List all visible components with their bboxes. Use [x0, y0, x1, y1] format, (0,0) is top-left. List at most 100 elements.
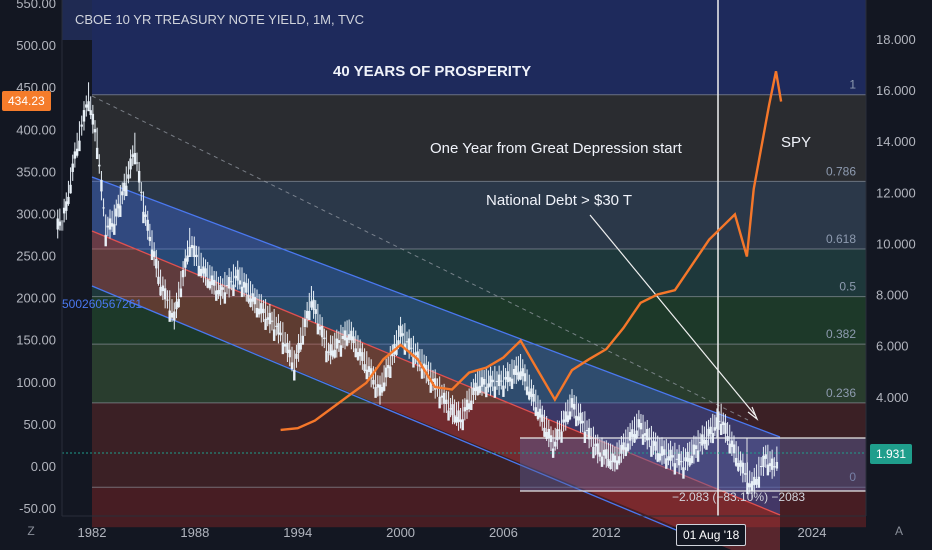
yield-candle-body: [692, 444, 696, 455]
yield-candle-body: [620, 444, 623, 454]
yield-candle-body: [547, 428, 550, 439]
yield-candle-body: [764, 454, 767, 459]
yield-candle-body: [91, 113, 95, 125]
yield-candle-body: [440, 395, 444, 398]
yield-candle-body: [163, 288, 167, 300]
yield-candle-body: [345, 337, 349, 346]
yield-candle-body: [654, 441, 657, 451]
yield-candle-body: [485, 386, 488, 398]
yield-candle-body: [530, 388, 533, 397]
chart-title: CBOE 10 YR TREASURY NOTE YIELD, 1M, TVC: [75, 12, 364, 27]
right-axis-tick: 12.000: [876, 185, 916, 200]
yield-candle-body: [536, 411, 540, 420]
fib-zone-0.236: [92, 402, 866, 488]
yield-candle-body: [637, 419, 641, 428]
yield-candle-body: [217, 290, 220, 295]
yield-candle-body: [100, 179, 103, 192]
yield-candle-body: [323, 337, 326, 340]
channel-lower-line: [91, 285, 701, 541]
yield-candle-body: [463, 407, 467, 412]
yield-candle-body: [177, 298, 180, 308]
yield-candle-body: [662, 449, 666, 455]
yield-candle-body: [476, 386, 479, 396]
yield-candle-body: [372, 379, 375, 385]
yield-candle-body: [262, 308, 265, 313]
yield-candle-body: [230, 281, 233, 283]
yield-candle-body: [204, 268, 207, 277]
yield-candle-body: [106, 225, 110, 228]
yield-candle-body: [521, 368, 524, 377]
left-axis: 550.00500.00450.00400.00350.00300.00250.…: [16, 0, 56, 516]
yield-candle-body: [602, 449, 606, 456]
yield-candle-body: [445, 399, 448, 405]
yield-candle-body: [759, 466, 763, 468]
yield-candle-body: [719, 423, 723, 436]
yield-candle-body: [447, 410, 450, 421]
left-axis-tick: 0.00: [31, 459, 56, 474]
yield-candle-body: [412, 356, 415, 368]
yield-candle-body: [268, 312, 272, 325]
yield-candle-body: [98, 164, 101, 167]
yield-candle-body: [512, 368, 516, 375]
left-axis-tick: -50.00: [19, 501, 56, 516]
yield-candle-body: [210, 275, 214, 285]
yield-candle-body: [768, 463, 772, 467]
yield-candle-body: [703, 439, 706, 444]
fib-zone-1: [92, 94, 866, 182]
yield-candle-body: [184, 258, 187, 268]
yield-candle-body: [62, 207, 66, 214]
yield-candle-body: [453, 415, 456, 423]
yield-candle-body: [566, 415, 570, 423]
yield-candle-body: [750, 481, 754, 491]
yield-candle-body: [352, 336, 355, 344]
yield-candle-body: [389, 366, 392, 378]
yield-candle-body: [470, 400, 473, 411]
yield-candle-body: [474, 382, 477, 392]
yield-candle-body: [363, 364, 366, 372]
yield-candle-body: [159, 287, 162, 296]
yield-candle-body: [579, 412, 582, 424]
yield-candle-body: [607, 458, 610, 467]
yield-candle-body: [543, 427, 546, 437]
yield-candle-body: [152, 251, 156, 257]
yield-candle-body: [327, 351, 330, 353]
yield-candle-body: [564, 411, 567, 422]
yield-candle-body: [281, 342, 285, 355]
right-axis-tick: 14.000: [876, 134, 916, 149]
right-axis-tick: 4.000: [876, 390, 909, 405]
yield-candle-body: [251, 293, 254, 302]
yield-candle-body: [69, 184, 72, 194]
yield-candle-body: [724, 423, 727, 434]
fib-zone-0.786: [92, 181, 866, 250]
yield-candle-body: [420, 368, 424, 379]
yield-candle-body: [397, 340, 400, 347]
yield-candle-body: [449, 408, 452, 410]
prosperity-band: [92, 0, 866, 95]
yield-candle-body: [506, 371, 509, 383]
yield-candle-body: [188, 246, 191, 257]
yield-candle-body: [698, 442, 702, 444]
yield-candle-body: [170, 312, 174, 318]
yield-candle-body: [343, 330, 347, 341]
yield-candle-body: [675, 458, 679, 460]
left-axis-tick: 300.00: [16, 206, 56, 221]
yield-candle-body: [121, 191, 124, 196]
yield-candle-body: [671, 455, 674, 458]
yield-candle-body: [71, 163, 74, 172]
yield-candle-body: [596, 443, 599, 455]
yield-candle-body: [775, 461, 779, 469]
left-axis-tick: 400.00: [16, 122, 56, 137]
yield-candle-body: [142, 211, 145, 224]
yield-candle-body: [168, 310, 171, 322]
yield-candle-body: [350, 330, 353, 341]
yield-candle-body: [631, 429, 634, 437]
yield-candle-body: [341, 335, 345, 339]
yield-candle-body: [538, 408, 542, 418]
yield-candle-body: [110, 223, 114, 227]
yield-candle-body: [500, 380, 503, 382]
yield-candle-body: [387, 364, 390, 369]
yield-candle-body: [117, 203, 120, 209]
crosshair-date-label: 01 Aug '18: [676, 524, 747, 546]
yield-candle-body: [56, 218, 59, 230]
yield-candle-body: [472, 387, 475, 396]
